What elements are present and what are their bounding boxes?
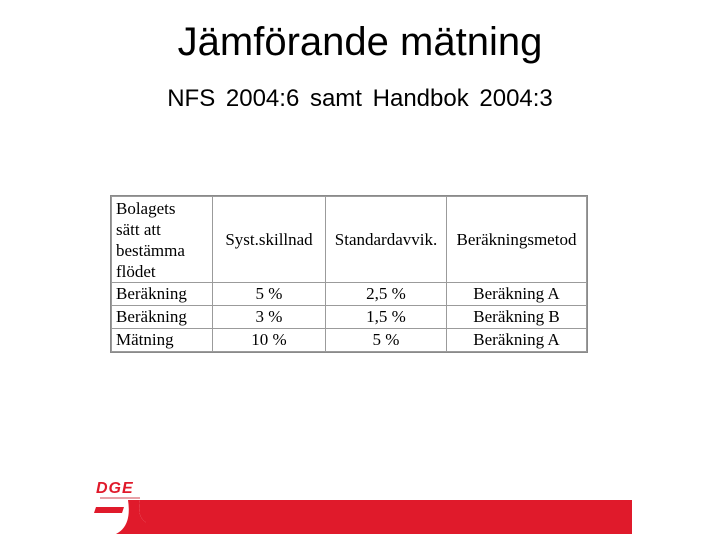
logo-swoosh-shape — [116, 500, 150, 534]
header-cell: Syst.skillnad — [212, 196, 326, 283]
slide-title: Jämförande mätning — [177, 20, 543, 64]
table-cell: 5 % — [325, 328, 447, 352]
table-row: Mätning 10 % 5 % Beräkning A — [111, 328, 587, 352]
table-cell: 2,5 % — [325, 282, 447, 306]
table-header-row: Bolagets sätt att bestämma flödet Syst.s… — [111, 196, 587, 283]
header-cell: Beräkningsmetod — [446, 196, 587, 283]
comparison-table: Bolagets sätt att bestämma flödet Syst.s… — [110, 195, 588, 353]
table-cell: 1,5 % — [325, 305, 447, 329]
logo-dash-shape — [94, 507, 124, 513]
logo-underline — [100, 497, 140, 499]
table-row: Beräkning 3 % 1,5 % Beräkning B — [111, 305, 587, 329]
footer-red-bar — [146, 500, 632, 534]
table-row: Beräkning 5 % 2,5 % Beräkning A — [111, 282, 587, 306]
table-cell: Mätning — [111, 328, 213, 352]
table-cell: Beräkning — [111, 282, 213, 306]
table-cell: Beräkning A — [446, 328, 587, 352]
dge-logo-text: DGE — [96, 480, 134, 497]
slide-subtitle: NFS 2004:6 samt Handbok 2004:3 — [167, 85, 553, 112]
table-cell: 3 % — [212, 305, 326, 329]
table-cell: Beräkning A — [446, 282, 587, 306]
table-cell: Beräkning — [111, 305, 213, 329]
table-cell: 10 % — [212, 328, 326, 352]
table-cell: 5 % — [212, 282, 326, 306]
table-cell: Beräkning B — [446, 305, 587, 329]
